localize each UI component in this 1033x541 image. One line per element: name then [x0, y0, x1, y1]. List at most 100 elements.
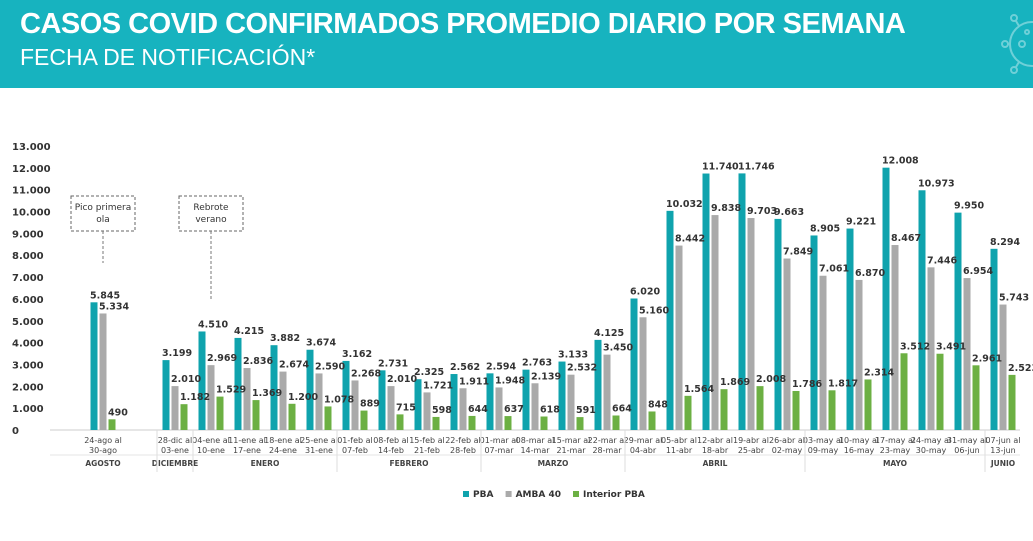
month-label: DICIEMBRE — [152, 459, 199, 468]
bar-amba-40 — [279, 371, 287, 430]
virus-icon — [1001, 14, 1033, 74]
data-label: 8.905 — [810, 223, 840, 234]
bar-amba-40 — [99, 313, 107, 430]
data-label: 3.882 — [270, 333, 300, 344]
bar-interior-pba — [900, 353, 908, 430]
y-tick-label: 4.000 — [12, 339, 44, 350]
data-label: 8.467 — [891, 233, 921, 244]
x-tick-label: 24-may al 30-may — [911, 436, 951, 455]
bar-interior-pba — [288, 403, 296, 430]
data-label: 3.674 — [306, 338, 336, 349]
x-tick-line: 15-mar al — [552, 436, 591, 445]
data-label: 2.268 — [351, 368, 381, 379]
data-label: 2.562 — [450, 362, 480, 373]
data-label: 11.746 — [738, 161, 775, 172]
bar-pba — [918, 190, 926, 430]
bar-amba-40 — [495, 387, 503, 430]
data-label: 4.215 — [234, 326, 264, 337]
legend-swatch — [463, 491, 469, 497]
bar-interior-pba — [972, 365, 980, 430]
x-tick-line: 08-feb al — [373, 436, 409, 445]
x-tick-line: 04-ene al — [192, 436, 230, 445]
x-tick-label: 04-ene al 10-ene — [192, 436, 230, 455]
x-tick-line: 29-mar al — [624, 436, 663, 445]
month-label: MAYO — [883, 459, 907, 468]
bar-pba — [882, 167, 890, 430]
data-label: 3.491 — [936, 342, 966, 353]
x-tick-label: 07-jun al 13-jun — [985, 436, 1020, 455]
month-label: JUNIO — [990, 459, 1015, 468]
data-label: 889 — [360, 399, 380, 410]
data-label: 8.294 — [990, 237, 1020, 248]
x-tick-line: 21-feb — [414, 446, 440, 455]
bar-interior-pba — [936, 353, 944, 430]
data-label: 2.010 — [387, 374, 417, 385]
bar-interior-pba — [612, 415, 620, 430]
x-tick-line: 31-ene — [305, 446, 333, 455]
bar-pba — [378, 370, 386, 430]
bar-amba-40 — [567, 374, 575, 430]
x-tick-line: 25-ene al — [300, 436, 338, 445]
x-tick-line: 22-feb al — [445, 436, 481, 445]
bar-amba-40 — [351, 380, 359, 430]
x-tick-label: 29-mar al 04-abr — [624, 436, 663, 455]
x-tick-label: 08-feb al 14-feb — [373, 436, 409, 455]
bar-interior-pba — [648, 411, 656, 430]
bar-chart: 0 1.000 2.000 3.000 4.000 5.000 6.000 7.000 8.00… — [12, 142, 1033, 500]
bar-pba — [306, 349, 314, 430]
x-tick-line: 28-feb — [450, 446, 476, 455]
data-label: 2.590 — [315, 361, 345, 372]
data-label: 5.743 — [999, 293, 1029, 304]
bar-amba-40 — [747, 218, 755, 430]
data-label: 2.594 — [486, 361, 516, 372]
bar-amba-40 — [423, 392, 431, 430]
data-label: 1.564 — [684, 384, 714, 395]
bar-amba-40 — [603, 354, 611, 430]
x-tick-line: 14-feb — [378, 446, 404, 455]
bar-pba — [666, 210, 674, 430]
bar-pba — [198, 331, 206, 430]
y-tick-label: 6.000 — [12, 295, 44, 306]
x-tick-line: 08-mar al — [516, 436, 555, 445]
x-tick-label: 24-ago al 30-ago — [84, 436, 122, 455]
bar-amba-40 — [531, 383, 539, 430]
data-label: 5.334 — [99, 301, 129, 312]
x-tick-label: 15-mar al 21-mar — [552, 436, 591, 455]
bar-amba-40 — [207, 365, 215, 430]
bar-pba — [414, 379, 422, 430]
bar-amba-40 — [927, 267, 935, 430]
bar-pba — [738, 173, 746, 430]
x-tick-line: 01-feb al — [337, 436, 373, 445]
bar-pba — [450, 374, 458, 430]
data-label: 7.446 — [927, 255, 957, 266]
month-label: MARZO — [538, 459, 569, 468]
data-label: 9.663 — [774, 207, 804, 218]
data-label: 2.010 — [171, 374, 201, 385]
x-tick-line: 19-abr al — [733, 436, 769, 445]
bar-amba-40 — [171, 386, 179, 430]
bar-interior-pba — [396, 414, 404, 430]
y-tick-label: 2.000 — [12, 382, 44, 393]
data-label: 2.674 — [279, 360, 309, 371]
x-tick-line: 10-ene — [197, 446, 225, 455]
data-label: 10.973 — [918, 178, 955, 189]
bar-pba — [810, 235, 818, 430]
x-tick-line: 18-abr — [702, 446, 729, 455]
x-tick-line: 31-may al — [947, 436, 987, 445]
x-tick-label: 11-ene al 17-ene — [228, 436, 266, 455]
data-label: 715 — [396, 402, 416, 413]
data-label: 7.061 — [819, 264, 849, 275]
x-tick-line: 28-dic al — [158, 436, 192, 445]
data-label: 1.817 — [828, 378, 858, 389]
data-label: 10.032 — [666, 199, 703, 210]
legend-swatch — [573, 491, 579, 497]
x-tick-label: 31-may al 06-jun — [947, 436, 987, 455]
y-tick-label: 10.000 — [12, 208, 51, 219]
bar-pba — [990, 248, 998, 430]
x-tick-label: 01-feb al 07-feb — [337, 436, 373, 455]
data-label: 2.731 — [378, 358, 408, 369]
annotation-text: Rebrote — [193, 203, 229, 213]
data-label: 8.442 — [675, 234, 705, 245]
x-tick-line: 16-may — [844, 446, 875, 455]
data-label: 3.162 — [342, 349, 372, 360]
